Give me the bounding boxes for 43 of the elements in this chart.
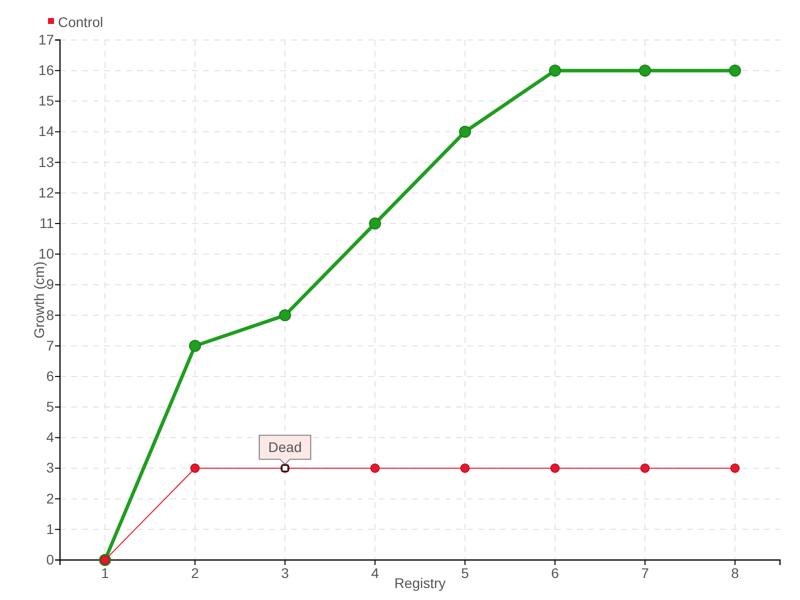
x-tick-label: 2 [191, 564, 200, 581]
point [279, 309, 291, 322]
point [640, 464, 650, 473]
y-tick-label: 13 [38, 154, 54, 170]
x-tick-label: 6 [551, 564, 560, 581]
point [639, 64, 651, 77]
x-tick-label: 8 [731, 564, 740, 581]
x-tick-label: 7 [641, 564, 650, 581]
point [190, 464, 200, 473]
y-tick-label: 1 [46, 520, 54, 537]
y-tick-label: 10 [38, 246, 54, 262]
point [369, 218, 381, 230]
y-tick-label: 16 [38, 62, 54, 78]
x-tick-label: 1 [101, 564, 110, 581]
y-tick-label: 11 [39, 215, 54, 232]
point [730, 464, 740, 473]
y-tick-label: 7 [46, 337, 54, 354]
point [370, 464, 380, 473]
point [189, 340, 201, 352]
point [459, 126, 471, 138]
y-tick-label: 0 [46, 551, 54, 568]
x-tick-label: 4 [371, 564, 380, 581]
point [460, 464, 470, 473]
y-tick-label: 6 [46, 368, 54, 384]
y-tick-label: 8 [46, 306, 54, 323]
y-tick-label: 4 [46, 429, 54, 446]
y-tick-label: 12 [38, 184, 54, 200]
y-tick-label: 2 [46, 490, 54, 506]
y-tick-label: 9 [46, 276, 54, 292]
legend-label: Control [58, 14, 104, 30]
x-axis-title: Registry [394, 575, 446, 591]
annotation: Dead [268, 439, 302, 456]
y-tick-label: 17 [38, 31, 54, 48]
point [550, 464, 560, 473]
y-tick-label: 3 [46, 460, 54, 476]
y-tick-label: 14 [38, 123, 54, 140]
x-tick-label: 5 [461, 564, 470, 581]
point [729, 64, 741, 77]
point [549, 64, 561, 77]
y-tick-label: 15 [38, 92, 54, 109]
y-axis-title: Growth (cm) [31, 262, 47, 338]
x-tick-label: 3 [281, 564, 290, 581]
y-tick-label: 5 [46, 398, 54, 415]
